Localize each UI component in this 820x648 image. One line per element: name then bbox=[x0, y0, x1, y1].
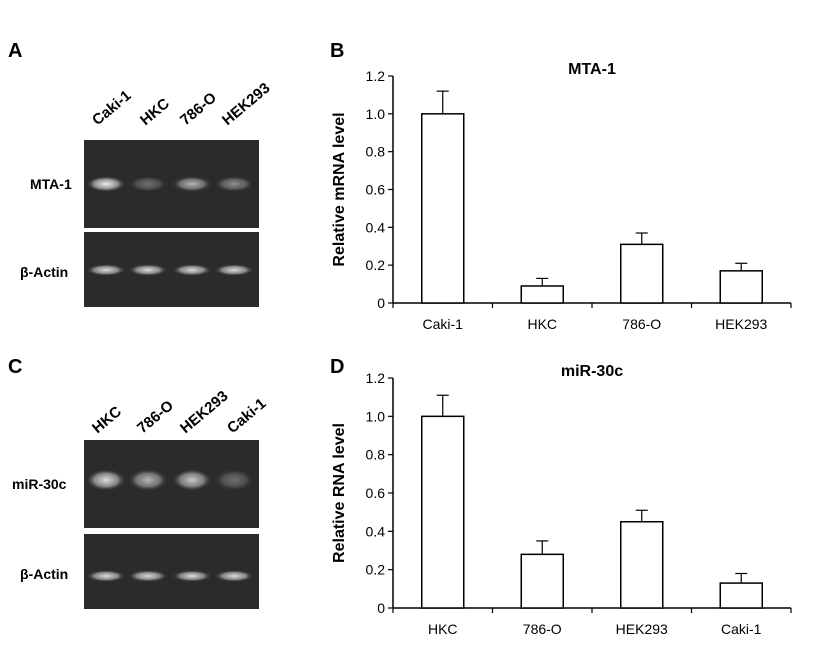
gel-band bbox=[214, 570, 254, 582]
chart-title: miR-30c bbox=[561, 363, 623, 380]
gel-image-c-actin bbox=[84, 534, 259, 609]
gel-row-label: β-Actin bbox=[20, 264, 69, 280]
x-tick-label: HKC bbox=[527, 316, 557, 332]
bar bbox=[620, 243, 664, 304]
lane-label: 786-O bbox=[177, 89, 220, 129]
lane-label: Caki-1 bbox=[89, 87, 135, 129]
bar bbox=[620, 521, 664, 609]
y-axis-label: Relative mRNA level bbox=[331, 112, 348, 266]
x-tick-label: Caki-1 bbox=[423, 316, 464, 332]
gel-row-label: β-Actin bbox=[20, 566, 69, 582]
y-tick-label: 0.4 bbox=[366, 523, 386, 539]
lane-label: HKC bbox=[137, 95, 173, 129]
panel-letter-d: D bbox=[330, 356, 345, 378]
bar bbox=[421, 113, 465, 304]
gel-band bbox=[172, 264, 212, 276]
gel-row-label: MTA-1 bbox=[30, 176, 72, 192]
gel-image-a-target bbox=[84, 140, 259, 228]
lane-label: HEK293 bbox=[177, 387, 232, 437]
x-tick-label: 786-O bbox=[622, 316, 661, 332]
gel-image-a-actin bbox=[84, 232, 259, 307]
y-tick-label: 0.6 bbox=[366, 485, 386, 501]
panel-letter-b: B bbox=[330, 40, 345, 62]
lane-label: 786-O bbox=[134, 397, 177, 437]
gel-band bbox=[86, 570, 126, 582]
gel-bands bbox=[86, 570, 254, 582]
y-tick-label: 1.2 bbox=[366, 370, 386, 386]
bar bbox=[520, 285, 564, 304]
gel-band bbox=[86, 176, 126, 192]
gel-band bbox=[172, 570, 212, 582]
y-tick-label: 0.6 bbox=[366, 182, 386, 198]
gel-band bbox=[214, 469, 254, 491]
lane-label: HEK293 bbox=[219, 79, 274, 129]
x-tick-label: HKC bbox=[428, 621, 458, 637]
y-tick-label: 0.2 bbox=[366, 562, 386, 578]
y-tick-label: 1.2 bbox=[366, 68, 386, 84]
bar bbox=[719, 270, 763, 304]
y-tick-label: 0.2 bbox=[366, 257, 386, 273]
y-axis-label: Relative RNA level bbox=[331, 423, 348, 563]
gel-bands bbox=[86, 469, 254, 491]
x-tick-label: 786-O bbox=[523, 621, 562, 637]
lane-label: HKC bbox=[89, 403, 125, 437]
bar bbox=[520, 553, 564, 609]
gel-band bbox=[214, 264, 254, 276]
gel-band bbox=[128, 176, 168, 192]
gel-bands bbox=[86, 264, 254, 276]
gel-band bbox=[128, 264, 168, 276]
y-tick-label: 0 bbox=[377, 600, 385, 616]
bar-chart-mir30c: miR-30c Relative RNA level 0 0.2 0.4 0.6 0.8 1.… bbox=[331, 363, 792, 637]
y-tick-label: 0.4 bbox=[366, 219, 386, 235]
gel-row-label: miR-30c bbox=[12, 476, 67, 492]
gel-band bbox=[128, 469, 168, 491]
bar bbox=[719, 582, 763, 609]
chart-title: MTA-1 bbox=[568, 61, 616, 78]
x-tick-label: HEK293 bbox=[715, 316, 767, 332]
gel-band bbox=[128, 570, 168, 582]
y-tick-label: 0.8 bbox=[366, 144, 386, 160]
gel-bands bbox=[86, 176, 254, 192]
panel-letter-c: C bbox=[8, 356, 23, 378]
y-tick-label: 1.0 bbox=[366, 106, 386, 122]
gel-band bbox=[172, 176, 212, 192]
gel-image-c-target bbox=[84, 440, 259, 528]
panel-letter-a: A bbox=[8, 40, 23, 62]
gel-band bbox=[214, 176, 254, 192]
x-tick-label: Caki-1 bbox=[721, 621, 762, 637]
gel-band bbox=[86, 469, 126, 491]
bar-chart-mta1: MTA-1 Relative mRNA level 0 0.2 0.4 0.6 0.8 1.0… bbox=[331, 61, 792, 332]
lane-label: Caki-1 bbox=[224, 395, 270, 437]
y-tick-label: 0.8 bbox=[366, 447, 386, 463]
x-tick-label: HEK293 bbox=[616, 621, 668, 637]
gel-band bbox=[172, 469, 212, 491]
y-tick-label: 1.0 bbox=[366, 408, 386, 424]
gel-band bbox=[86, 264, 126, 276]
y-tick-label: 0 bbox=[377, 295, 385, 311]
bar bbox=[421, 415, 465, 609]
